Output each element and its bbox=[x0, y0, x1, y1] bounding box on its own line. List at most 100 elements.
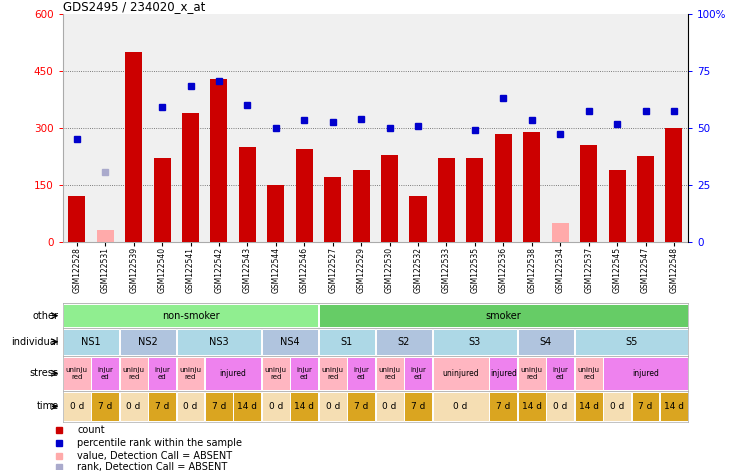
Bar bbox=[523, 132, 540, 242]
Bar bbox=[546, 356, 574, 390]
Text: injured: injured bbox=[220, 369, 247, 378]
Bar bbox=[433, 329, 517, 355]
Bar bbox=[404, 392, 432, 421]
Bar bbox=[91, 392, 119, 421]
Text: S2: S2 bbox=[397, 337, 410, 347]
Text: 7 d: 7 d bbox=[212, 402, 226, 411]
Text: individual: individual bbox=[11, 337, 59, 347]
Text: uninju
red: uninju red bbox=[521, 367, 542, 380]
Bar bbox=[381, 155, 398, 242]
Bar bbox=[552, 223, 569, 242]
Bar bbox=[575, 356, 603, 390]
Bar bbox=[433, 356, 489, 390]
Bar bbox=[120, 329, 176, 355]
Text: injured: injured bbox=[632, 369, 659, 378]
Bar bbox=[319, 304, 688, 327]
Text: 7 d: 7 d bbox=[155, 402, 169, 411]
Text: GDS2495 / 234020_x_at: GDS2495 / 234020_x_at bbox=[63, 0, 205, 13]
Text: 14 d: 14 d bbox=[238, 402, 258, 411]
Bar bbox=[575, 329, 688, 355]
Bar bbox=[375, 329, 432, 355]
Text: uninju
red: uninju red bbox=[123, 367, 145, 380]
Text: uninju
red: uninju red bbox=[578, 367, 600, 380]
Text: 0 d: 0 d bbox=[183, 402, 198, 411]
Bar bbox=[63, 392, 91, 421]
Bar bbox=[404, 356, 432, 390]
Bar bbox=[154, 158, 171, 242]
Bar bbox=[120, 392, 148, 421]
Text: 0 d: 0 d bbox=[70, 402, 84, 411]
Bar bbox=[637, 156, 654, 242]
Bar bbox=[319, 356, 347, 390]
Text: injur
ed: injur ed bbox=[353, 367, 369, 380]
Text: injur
ed: injur ed bbox=[552, 367, 568, 380]
Text: injur
ed: injur ed bbox=[297, 367, 312, 380]
Text: stress: stress bbox=[30, 368, 59, 378]
Bar bbox=[375, 356, 403, 390]
Text: uninju
red: uninju red bbox=[66, 367, 88, 380]
Bar bbox=[375, 392, 403, 421]
Bar bbox=[148, 356, 176, 390]
Bar bbox=[182, 113, 199, 242]
Text: NS3: NS3 bbox=[209, 337, 229, 347]
Bar bbox=[603, 392, 631, 421]
Text: 7 d: 7 d bbox=[496, 402, 511, 411]
Bar bbox=[177, 356, 205, 390]
Text: 7 d: 7 d bbox=[98, 402, 113, 411]
Text: NS2: NS2 bbox=[138, 337, 158, 347]
Bar bbox=[409, 196, 427, 242]
Text: 0 d: 0 d bbox=[325, 402, 340, 411]
Text: NS1: NS1 bbox=[81, 337, 101, 347]
Bar bbox=[580, 145, 597, 242]
Text: S4: S4 bbox=[539, 337, 552, 347]
Text: 14 d: 14 d bbox=[522, 402, 542, 411]
Text: S5: S5 bbox=[625, 337, 637, 347]
Bar bbox=[233, 392, 261, 421]
Bar bbox=[239, 147, 256, 242]
Bar bbox=[518, 392, 545, 421]
Text: injur
ed: injur ed bbox=[154, 367, 170, 380]
Text: 14 d: 14 d bbox=[664, 402, 684, 411]
Text: injur
ed: injur ed bbox=[97, 367, 113, 380]
Bar bbox=[518, 356, 545, 390]
Bar bbox=[609, 170, 626, 242]
Bar bbox=[63, 356, 91, 390]
Bar bbox=[438, 158, 455, 242]
Text: uninju
red: uninju red bbox=[180, 367, 202, 380]
Text: uninju
red: uninju red bbox=[265, 367, 287, 380]
Bar bbox=[120, 356, 148, 390]
Text: uninjured: uninjured bbox=[442, 369, 479, 378]
Text: rank, Detection Call = ABSENT: rank, Detection Call = ABSENT bbox=[77, 462, 227, 472]
Text: uninju
red: uninju red bbox=[378, 367, 400, 380]
Bar bbox=[148, 392, 176, 421]
Text: 0 d: 0 d bbox=[453, 402, 468, 411]
Bar bbox=[63, 304, 318, 327]
Text: uninju
red: uninju red bbox=[322, 367, 344, 380]
Bar bbox=[347, 356, 375, 390]
Bar bbox=[205, 356, 261, 390]
Text: non-smoker: non-smoker bbox=[162, 310, 219, 321]
Bar bbox=[177, 329, 261, 355]
Bar bbox=[467, 158, 484, 242]
Bar bbox=[262, 356, 290, 390]
Bar bbox=[177, 392, 205, 421]
Text: time: time bbox=[37, 401, 59, 411]
Text: 0 d: 0 d bbox=[127, 402, 141, 411]
Bar bbox=[353, 170, 369, 242]
Bar bbox=[262, 392, 290, 421]
Bar bbox=[495, 134, 512, 242]
Text: injured: injured bbox=[490, 369, 517, 378]
Bar bbox=[63, 329, 119, 355]
Bar bbox=[125, 52, 142, 242]
Bar bbox=[518, 329, 574, 355]
Text: 0 d: 0 d bbox=[383, 402, 397, 411]
Text: NS4: NS4 bbox=[280, 337, 300, 347]
Bar bbox=[319, 392, 347, 421]
Text: 7 d: 7 d bbox=[411, 402, 425, 411]
Bar bbox=[91, 356, 119, 390]
Text: 0 d: 0 d bbox=[553, 402, 567, 411]
Bar bbox=[96, 230, 114, 242]
Text: S3: S3 bbox=[469, 337, 481, 347]
Bar bbox=[660, 392, 688, 421]
Text: other: other bbox=[33, 310, 59, 321]
